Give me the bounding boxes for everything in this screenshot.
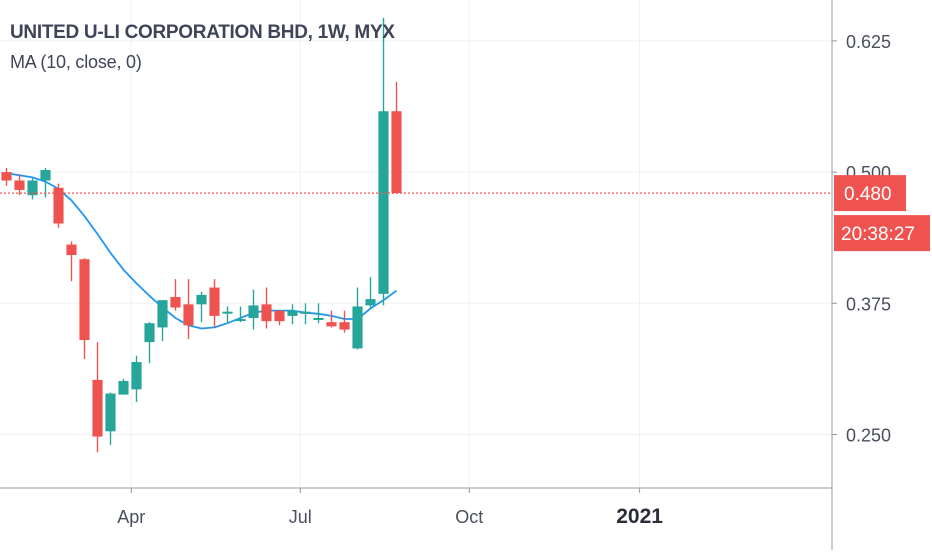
price-badges: 0.480 20:38:27 xyxy=(834,175,930,252)
candle-body xyxy=(157,300,168,328)
last-price-label: 0.480 xyxy=(844,184,892,205)
y-tick-label: 0.625 xyxy=(846,32,891,52)
candle-body xyxy=(53,187,64,224)
candle-body xyxy=(40,170,51,181)
candle-body xyxy=(261,304,272,322)
candle-body xyxy=(131,362,142,390)
candle-body xyxy=(248,305,259,318)
candle-body xyxy=(27,180,38,196)
candle-up xyxy=(235,306,246,323)
x-tick-label: Oct xyxy=(455,507,483,527)
ma-series xyxy=(6,172,398,330)
candle-up xyxy=(105,392,116,445)
candle-body xyxy=(14,180,25,190)
x-tick-label: 2021 xyxy=(616,505,663,528)
candle-down xyxy=(274,310,285,326)
candle-up xyxy=(365,277,376,309)
candle-body xyxy=(313,317,324,320)
indicator-legend[interactable]: MA (10, close, 0) xyxy=(10,52,142,72)
candle-up xyxy=(300,303,311,325)
candle-body xyxy=(326,322,337,327)
candle-body xyxy=(92,379,103,437)
candle-up xyxy=(118,378,129,395)
x-tick-label: Apr xyxy=(117,507,145,527)
candle-body xyxy=(209,287,220,316)
candle-up xyxy=(287,304,298,325)
candle-body xyxy=(352,306,363,349)
candle-down xyxy=(326,310,337,328)
candle-body xyxy=(300,311,311,314)
candle-down xyxy=(391,81,402,194)
candle-body xyxy=(222,311,233,314)
candle-up xyxy=(157,300,168,342)
candle-down xyxy=(66,241,77,282)
candle-up xyxy=(144,322,155,364)
candle-up xyxy=(131,355,142,402)
candle-down xyxy=(1,167,12,186)
candle-body xyxy=(391,111,402,194)
candle-up xyxy=(352,287,363,350)
candle-body xyxy=(196,294,207,305)
candle-body xyxy=(378,111,389,294)
candle-up xyxy=(27,178,38,200)
candle-down xyxy=(183,279,194,339)
candle-body xyxy=(339,322,350,330)
candle-up xyxy=(196,291,207,323)
candle-up xyxy=(222,306,233,324)
y-tick-label: 0.250 xyxy=(846,425,891,445)
candle-series xyxy=(1,17,402,453)
candle-body xyxy=(1,172,12,181)
candle-body xyxy=(235,319,246,322)
candle-down xyxy=(209,279,220,328)
candle-body xyxy=(287,310,298,316)
candle-body xyxy=(170,296,181,308)
y-tick-label: 0.375 xyxy=(846,294,891,314)
candle-body xyxy=(118,380,129,395)
countdown-badge xyxy=(834,215,930,252)
last-price-badge xyxy=(834,175,906,212)
candle-down xyxy=(14,174,25,196)
candle-down xyxy=(339,310,350,333)
candle-body xyxy=(144,323,155,343)
candle-up xyxy=(248,289,259,330)
countdown-label: 20:38:27 xyxy=(841,224,915,245)
candle-up xyxy=(40,167,51,198)
candle-down xyxy=(261,287,272,329)
candle-down xyxy=(170,279,181,311)
candle-body xyxy=(66,244,77,256)
symbol-title[interactable]: UNITED U-LI CORPORATION BHD, 1W, MYX xyxy=(10,22,395,43)
x-tick-label: Jul xyxy=(289,507,312,527)
candle-body xyxy=(79,259,90,341)
grid xyxy=(0,0,832,488)
candle-up xyxy=(378,17,389,306)
candle-body xyxy=(105,393,116,432)
candle-down xyxy=(79,258,90,359)
candle-body xyxy=(365,299,376,306)
candle-up xyxy=(313,303,324,324)
candle-body xyxy=(274,310,285,322)
candle-down xyxy=(53,183,64,228)
ma-line xyxy=(6,172,398,330)
candle-down xyxy=(92,342,103,453)
candle-body xyxy=(183,304,194,326)
chart-legend: UNITED U-LI CORPORATION BHD, 1W, MYX MA … xyxy=(10,22,395,73)
